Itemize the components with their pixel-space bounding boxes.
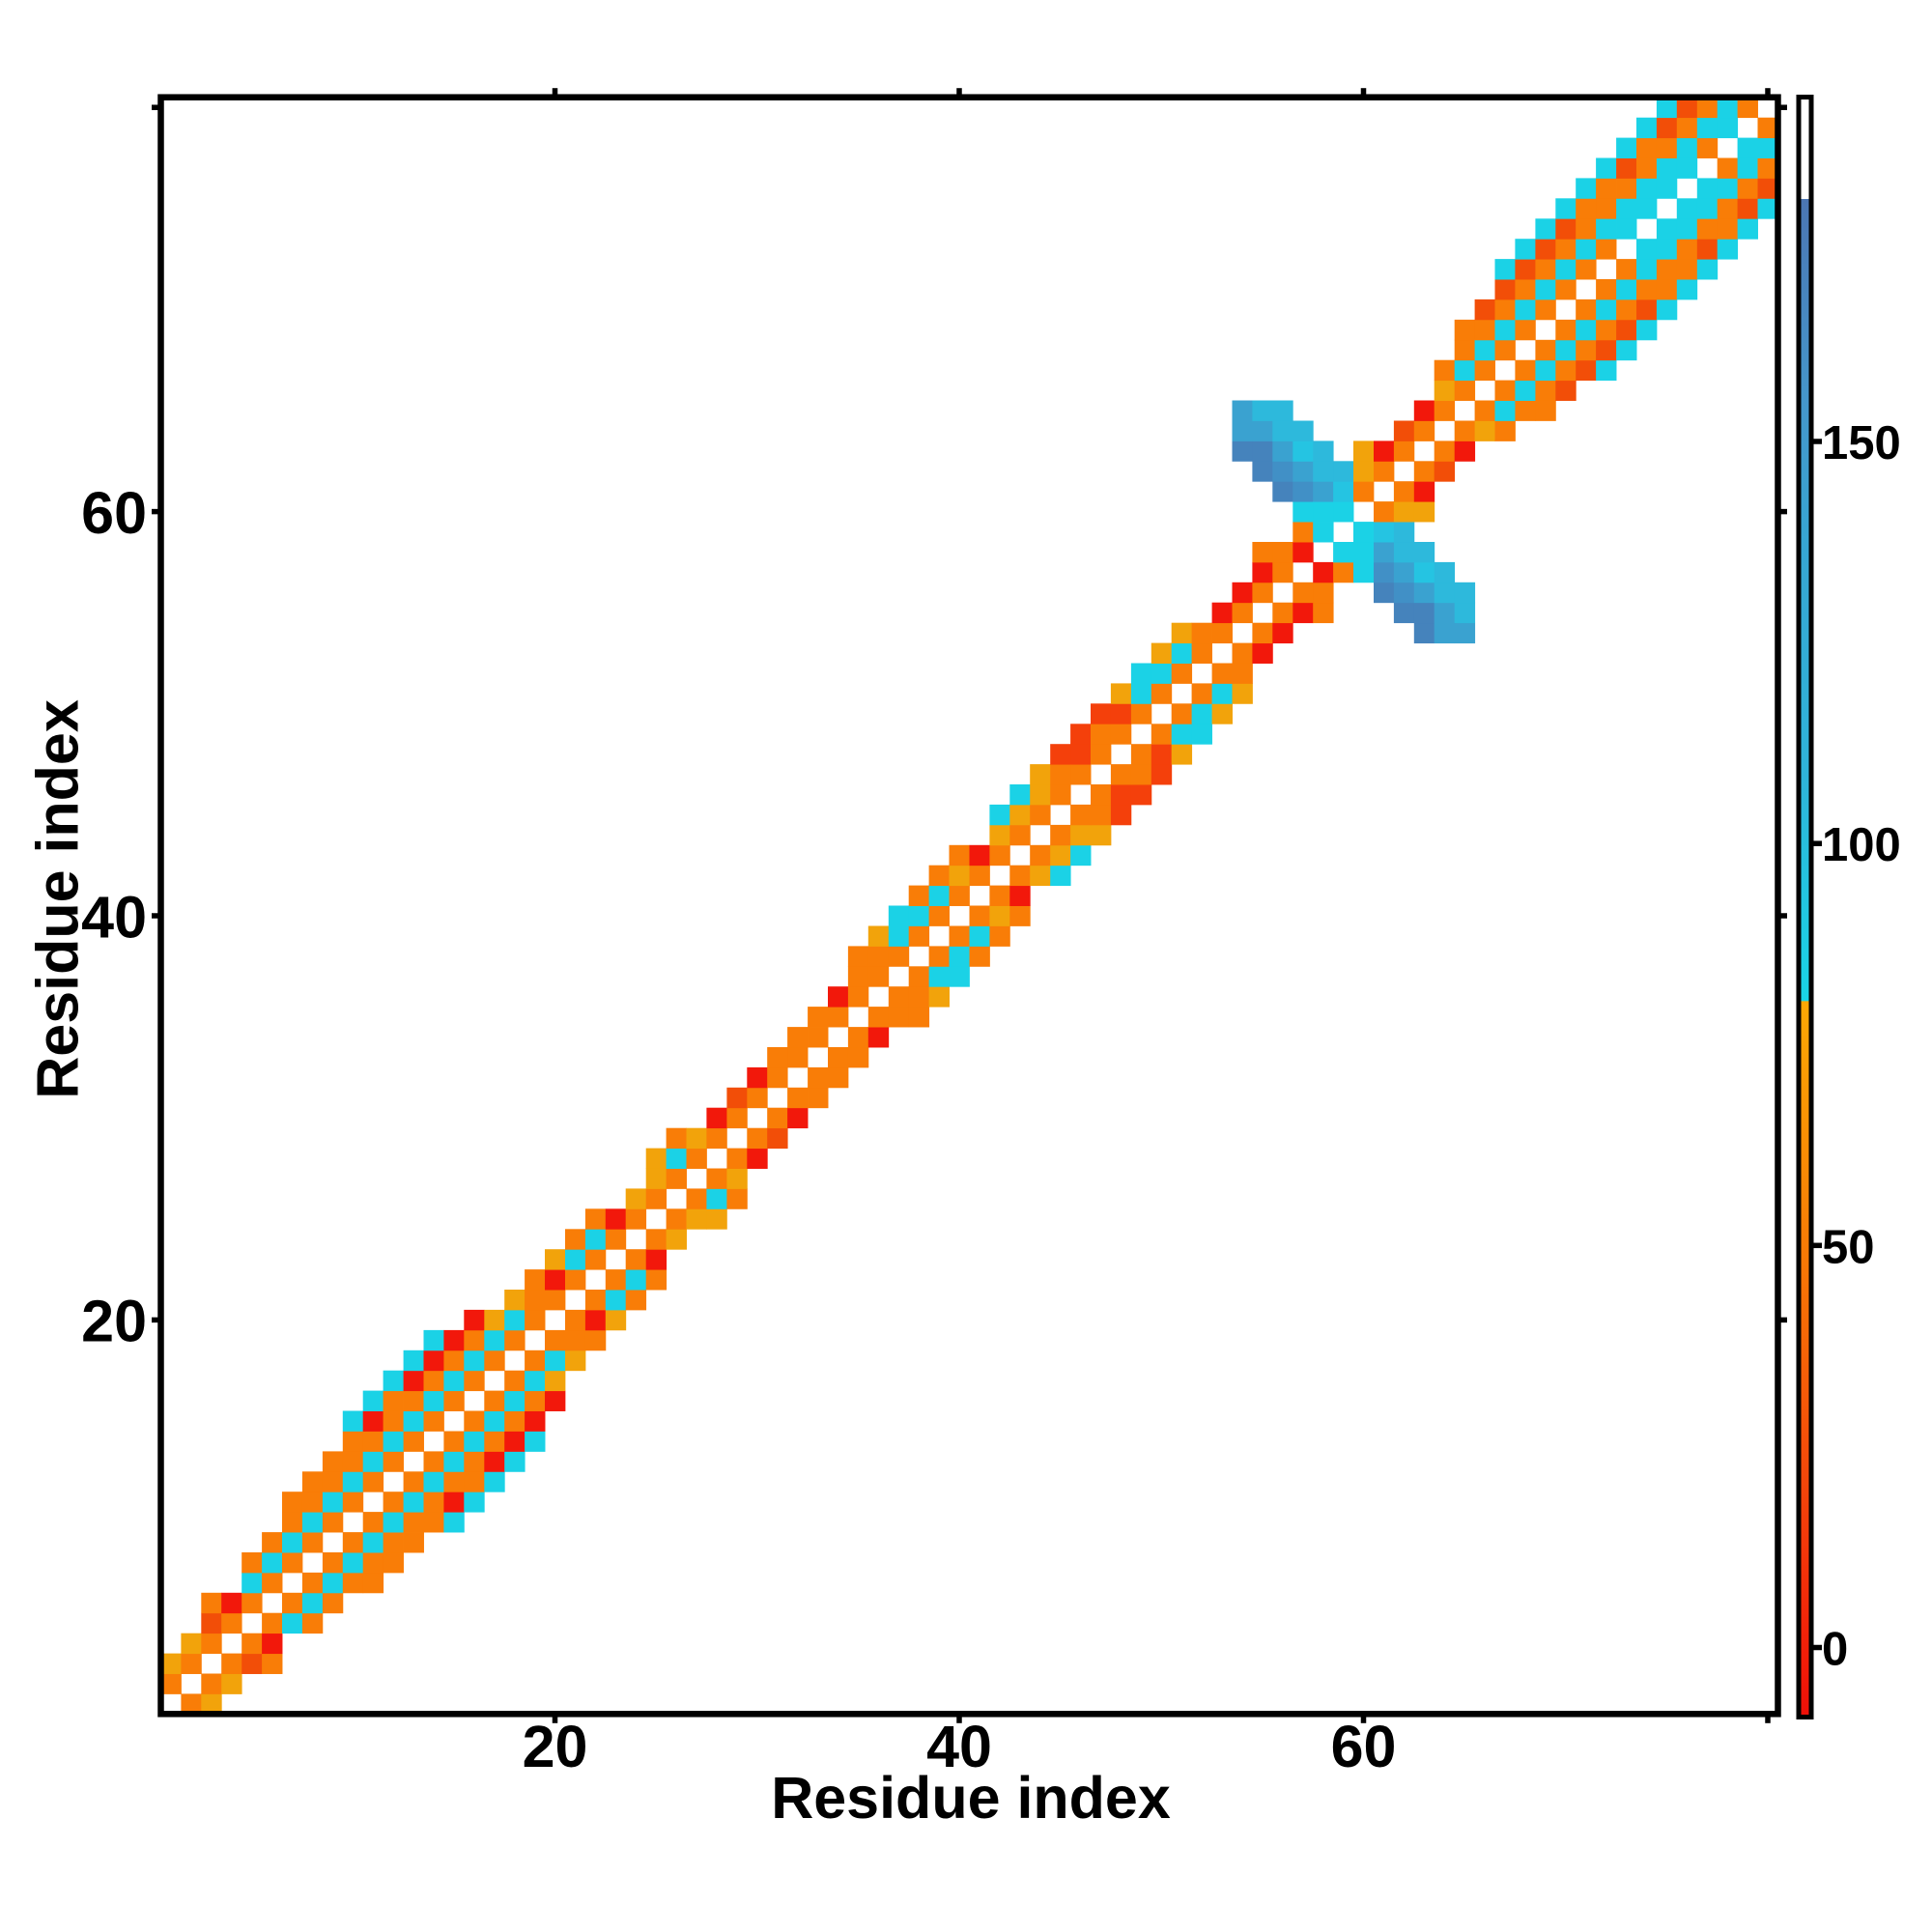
svg-text:0: 0	[1822, 1624, 1848, 1676]
svg-text:150: 150	[1822, 417, 1901, 469]
svg-text:Residue index: Residue index	[25, 699, 91, 1099]
svg-text:60: 60	[81, 480, 147, 546]
svg-text:20: 20	[81, 1289, 147, 1354]
svg-text:100: 100	[1822, 819, 1901, 871]
svg-text:Residue index: Residue index	[771, 1765, 1171, 1831]
svg-text:60: 60	[1331, 1714, 1397, 1779]
svg-text:40: 40	[926, 1714, 992, 1779]
svg-text:20: 20	[523, 1714, 588, 1779]
svg-text:50: 50	[1822, 1221, 1875, 1273]
svg-text:40: 40	[81, 884, 147, 950]
